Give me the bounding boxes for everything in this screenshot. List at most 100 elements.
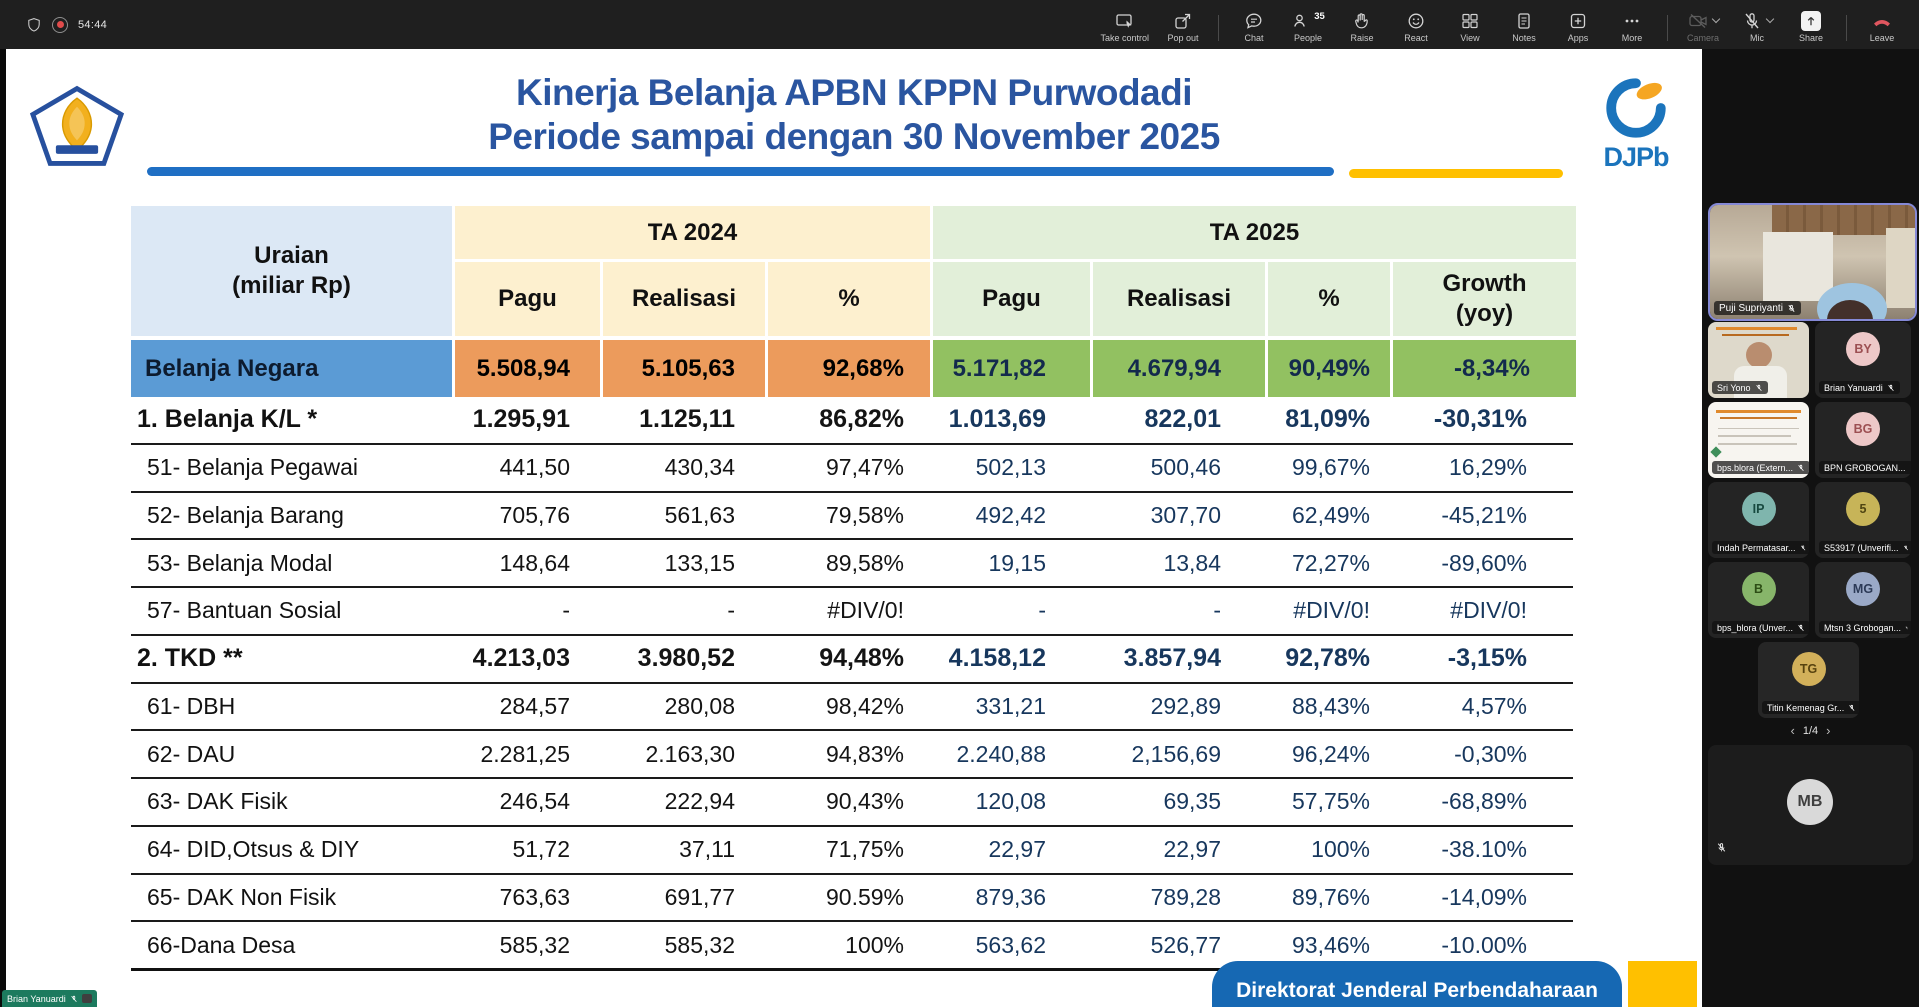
cell: - — [1038, 597, 1046, 624]
cell: 1.013,69 — [948, 405, 1046, 434]
cell: 92,78% — [1285, 644, 1370, 673]
cell: 86,82% — [819, 405, 904, 434]
view-button[interactable]: View — [1445, 11, 1495, 43]
participant-name-label: Sri Yono — [1712, 381, 1768, 394]
slide-title: Kinerja Belanja APBN KPPN Purwodadi Peri… — [6, 71, 1702, 159]
participant-name-label: Puji Supriyanti — [1714, 301, 1801, 315]
toolbar-divider — [1218, 15, 1219, 41]
cell: 292,89 — [1150, 692, 1221, 719]
cell: - — [727, 597, 735, 624]
cell: 526,77 — [1150, 931, 1221, 958]
col-header: Realisasi — [603, 262, 765, 336]
cell: 88,43% — [1291, 692, 1370, 719]
cell: -45,21% — [1441, 501, 1527, 528]
cell: 13,84 — [1163, 549, 1221, 576]
table-row: 51- Belanja Pegawai 441,50 430,34 97,47%… — [131, 442, 1573, 493]
apps-button[interactable]: Apps — [1553, 11, 1603, 43]
people-count-badge: 35 — [1314, 10, 1325, 22]
participant-tile-main[interactable]: Puji Supriyanti — [1708, 203, 1917, 321]
page-next-icon[interactable]: › — [1826, 723, 1831, 738]
chip-grip-icon[interactable] — [81, 994, 92, 1003]
presenter-chip[interactable]: Brian Yanuardi — [2, 990, 97, 1007]
mic-options-chevron-icon — [1765, 14, 1774, 24]
camera-button[interactable]: Camera — [1678, 11, 1728, 43]
row-label: 51- Belanja Pegawai — [147, 454, 358, 481]
participant-name-label: Titin Kemenag Gr... — [1762, 701, 1859, 714]
djpb-logo: DJPb — [1590, 77, 1682, 173]
cell: 133,15 — [664, 549, 735, 576]
shield-icon — [28, 17, 40, 32]
cell: 585,32 — [499, 931, 570, 958]
cell: 4.679,94 — [1093, 340, 1265, 397]
table-row: 61- DBH 284,57 280,08 98,42% 331,21 292,… — [131, 684, 1573, 732]
people-icon: 35 — [1291, 11, 1325, 31]
recording-indicator-icon — [52, 16, 68, 33]
pop-out-button[interactable]: Pop out — [1158, 11, 1208, 43]
mic-muted-icon — [71, 995, 77, 1002]
col-header: Pagu — [933, 262, 1090, 336]
cell: 72,27% — [1291, 549, 1370, 576]
people-button[interactable]: 35 People — [1283, 11, 1333, 44]
avatar: MB — [1787, 779, 1833, 825]
cell: 79,58% — [825, 501, 904, 528]
cell: 97,47% — [825, 454, 904, 481]
cell: - — [1213, 597, 1221, 624]
raise-hand-button[interactable]: Raise — [1337, 11, 1387, 43]
participant-tile[interactable]: TG Titin Kemenag Gr... — [1758, 642, 1859, 718]
cell: -10.00% — [1441, 931, 1527, 958]
mic-muted-icon — [1742, 11, 1774, 31]
participant-tile[interactable]: MG Mtsn 3 Grobogan... — [1815, 562, 1911, 638]
mic-muted-icon — [1800, 544, 1805, 550]
cell: 763,63 — [499, 883, 570, 910]
participant-name-label: bps.blora (Extern... — [1712, 461, 1809, 474]
mic-button[interactable]: Mic — [1732, 11, 1782, 43]
table-row: 62- DAU 2.281,25 2.163,30 94,83% 2.240,8… — [131, 731, 1573, 779]
cell: 94,48% — [819, 644, 904, 673]
participant-tile[interactable]: bps.blora (Extern... — [1708, 402, 1809, 478]
cell: 585,32 — [664, 931, 735, 958]
footer-banner-text: Direktorat Jenderal Perbendaharaan — [1236, 979, 1598, 1002]
chat-button[interactable]: Chat — [1229, 11, 1279, 43]
cell: -3,15% — [1447, 644, 1527, 673]
mic-muted-icon — [1903, 545, 1908, 550]
avatar: B — [1741, 572, 1776, 606]
cell: 92,68% — [768, 340, 930, 397]
participants-pagination: ‹ 1/4 › — [1702, 723, 1919, 738]
participant-tile[interactable]: BY Brian Yanuardi — [1815, 322, 1911, 398]
cell: 120,08 — [975, 788, 1046, 815]
toolbar-left: 54:44 — [0, 16, 107, 34]
participant-tile-mb[interactable]: MB — [1708, 745, 1913, 865]
more-button[interactable]: More — [1607, 11, 1657, 43]
share-button[interactable]: Share — [1786, 11, 1836, 43]
react-button[interactable]: React — [1391, 11, 1441, 43]
react-icon — [1406, 11, 1426, 31]
cell: -38.10% — [1441, 836, 1527, 863]
budget-table: Uraian (miliar Rp) TA 2024 TA 2025 Pagu … — [131, 206, 1576, 971]
raise-hand-icon — [1352, 11, 1372, 31]
participant-tile[interactable]: 5 S53917 (Unverifi... — [1815, 482, 1911, 558]
cell: 5.105,63 — [603, 340, 765, 397]
participant-tile[interactable]: B bps_blora (Unver... — [1708, 562, 1809, 638]
take-control-button[interactable]: Take control — [1095, 11, 1154, 43]
cell: 93,46% — [1291, 931, 1370, 958]
participant-tile[interactable]: IP Indah Permatasar... — [1708, 482, 1809, 558]
leave-button[interactable]: Leave — [1857, 11, 1907, 43]
cell: 246,54 — [499, 788, 570, 815]
cell: 89,58% — [825, 549, 904, 576]
cell: 3.857,94 — [1123, 644, 1221, 673]
cell: 16,29% — [1448, 454, 1527, 481]
participant-tile[interactable]: Sri Yono — [1708, 322, 1809, 398]
cell: 2,156,69 — [1131, 740, 1221, 767]
mic-muted-icon — [1716, 840, 1727, 858]
notes-button[interactable]: Notes — [1499, 11, 1549, 43]
page-prev-icon[interactable]: ‹ — [1790, 723, 1795, 738]
mic-muted-icon — [1788, 304, 1795, 312]
cell: 1.125,11 — [639, 405, 735, 434]
cell: 94,83% — [825, 740, 904, 767]
participant-tile[interactable]: BG BPN GROBOGAN... — [1815, 402, 1911, 478]
participant-name-label: bps_blora (Unver... — [1712, 621, 1809, 634]
cell: 4.213,03 — [472, 644, 570, 673]
cell: 2.240,88 — [956, 740, 1046, 767]
cell: 5.171,82 — [933, 340, 1090, 397]
